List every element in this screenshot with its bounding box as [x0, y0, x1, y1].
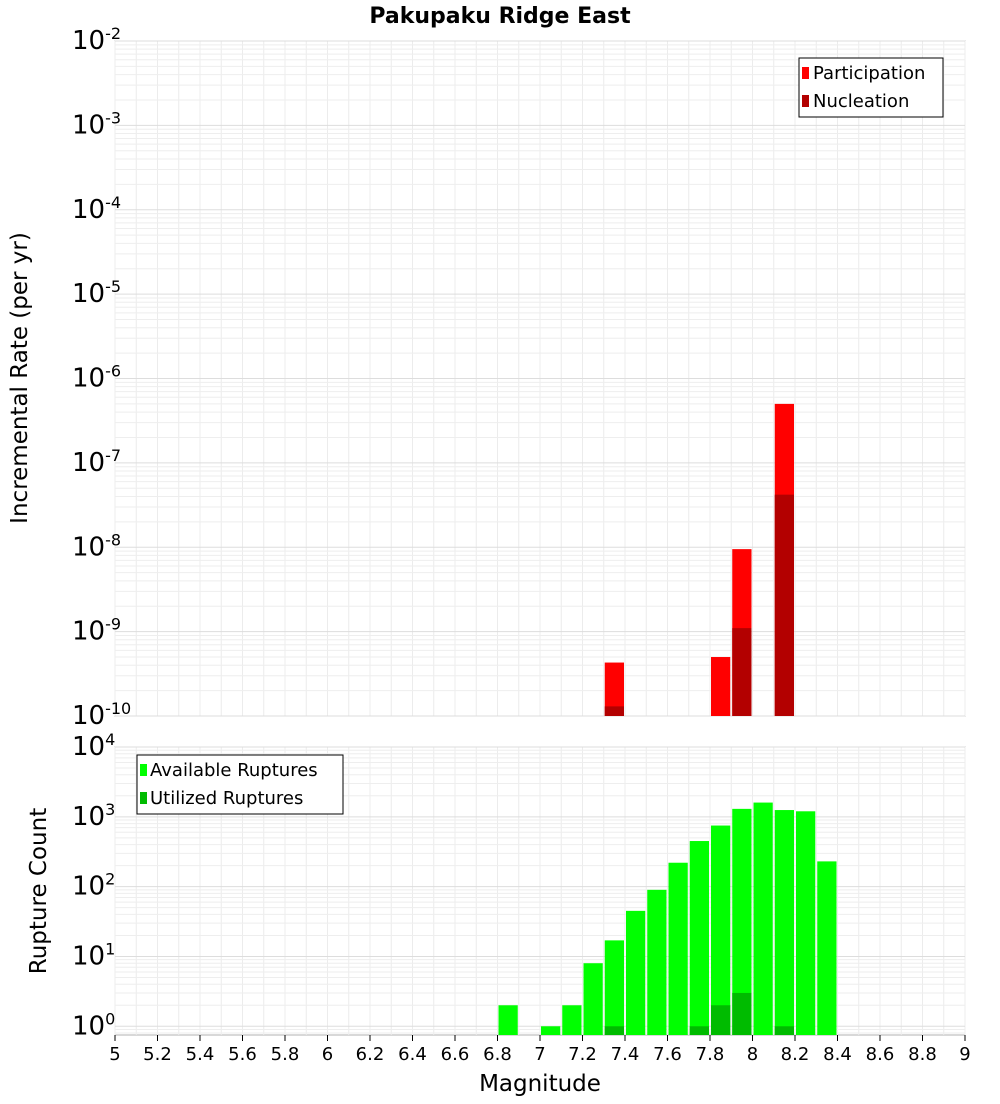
- bar-available-ruptures-7_75: [689, 841, 709, 1035]
- bar-available-ruptures-7_15: [562, 1005, 582, 1035]
- x-tick-label: 8.8: [908, 1044, 937, 1065]
- top-y-tick-labels: 10-2 10-3 10-4 10-5 10-6 10-7 10-8 10-9 10-10: [72, 24, 131, 731]
- bar-available-ruptures-7_25: [583, 963, 603, 1035]
- x-tick-label: 7: [534, 1044, 545, 1065]
- y-tick-label: 104: [72, 730, 115, 762]
- legend-swatch-participation: [802, 67, 809, 79]
- y-tick-label: 10-3: [72, 108, 121, 140]
- y-tick-label: 10-8: [72, 530, 121, 562]
- top-gridlines: [114, 40, 966, 717]
- top-y-axis-label: Incremental Rate (per yr): [7, 232, 33, 524]
- chart-title: Pakupaku Ridge East: [369, 4, 631, 29]
- y-tick-label: 10-10: [72, 699, 131, 731]
- y-tick-label: 10-7: [72, 446, 121, 478]
- bottom-y-tick-labels: 104 103 102 101 100: [72, 730, 115, 1041]
- bar-available-ruptures-8_15: [774, 810, 794, 1035]
- bar-available-ruptures-7_35: [604, 940, 624, 1035]
- bar-utilized-ruptures-8_15: [774, 1026, 794, 1035]
- legend-label-nucleation: Nucleation: [813, 91, 909, 112]
- bottom-y-axis-label: Rupture Count: [26, 808, 52, 974]
- legend-swatch-nucleation: [802, 95, 809, 107]
- legend-swatch-available-ruptures: [140, 764, 147, 776]
- bar-available-ruptures-8_05: [753, 802, 773, 1035]
- bottom-legend: Available Ruptures Utilized Ruptures: [136, 754, 344, 815]
- x-tick-label: 8.6: [866, 1044, 895, 1065]
- bar-available-ruptures-8_25: [796, 811, 816, 1035]
- bar-utilized-ruptures-7_85: [711, 1005, 731, 1035]
- legend-label-participation: Participation: [813, 63, 925, 84]
- x-tick-label: 6: [322, 1044, 333, 1065]
- x-tick-label: 9: [959, 1044, 970, 1065]
- x-tick-label: 5.2: [143, 1044, 172, 1065]
- x-tick-label: 8: [747, 1044, 758, 1065]
- bar-available-ruptures-7_65: [668, 862, 688, 1035]
- bar-utilized-ruptures-7_35: [604, 1026, 624, 1035]
- bar-nucleation-7_35: [604, 706, 624, 716]
- x-tick-label: 8.2: [781, 1044, 810, 1065]
- bottom-bars: [498, 802, 837, 1035]
- bar-available-ruptures-8_35: [817, 861, 837, 1035]
- bar-participation-7_35: [604, 662, 624, 716]
- x-tick-label: 6.2: [356, 1044, 385, 1065]
- y-tick-label: 10-9: [72, 615, 121, 647]
- x-tick-label: 5.4: [186, 1044, 215, 1065]
- bottom-gridlines: [114, 746, 966, 1035]
- y-tick-label: 101: [72, 940, 115, 972]
- x-tick-label: 7.2: [568, 1044, 597, 1065]
- legend-label-utilized-ruptures: Utilized Ruptures: [150, 788, 303, 809]
- x-tick-label: 5.6: [228, 1044, 257, 1065]
- y-tick-label: 100: [72, 1009, 115, 1041]
- y-tick-label: 10-6: [72, 362, 121, 394]
- y-tick-label: 10-2: [72, 24, 121, 56]
- x-tick-label: 6.8: [483, 1044, 512, 1065]
- bar-available-ruptures-7_85: [711, 825, 731, 1035]
- x-tick-label: 6.4: [398, 1044, 427, 1065]
- y-tick-label: 103: [72, 800, 115, 832]
- bar-available-ruptures-7_95: [732, 808, 752, 1035]
- bar-utilized-ruptures-7_95: [732, 992, 752, 1035]
- bar-available-ruptures-7_55: [647, 889, 667, 1035]
- x-tick-label: 8.4: [823, 1044, 852, 1065]
- x-tick-label: 7.6: [653, 1044, 682, 1065]
- bar-available-ruptures-7_45: [626, 910, 646, 1035]
- x-tick-label: 7.8: [696, 1044, 725, 1065]
- bar-available-ruptures-6_85: [498, 1005, 518, 1035]
- top-legend: Participation Nucleation: [798, 57, 944, 118]
- bar-nucleation-8_15: [774, 494, 794, 716]
- x-tick-label: 7.4: [611, 1044, 640, 1065]
- x-axis-label: Magnitude: [479, 1071, 601, 1097]
- x-tick-labels: 5 5.2 5.4 5.6 5.8 6 6.2 6.4 6.6 6.8 7 7.2 7.4 7.6 7.8 8…: [109, 1035, 971, 1065]
- x-tick-label: 5: [109, 1044, 120, 1065]
- bar-participation-7_85: [711, 657, 731, 716]
- x-tick-label: 6.6: [441, 1044, 470, 1065]
- bottom-legend-box: [136, 754, 344, 815]
- bar-utilized-ruptures-7_75: [689, 1026, 709, 1035]
- legend-swatch-utilized-ruptures: [140, 792, 147, 804]
- bar-nucleation-7_95: [732, 628, 752, 716]
- y-tick-label: 10-5: [72, 277, 121, 309]
- top-legend-box: [798, 57, 944, 118]
- x-tick-label: 5.8: [271, 1044, 300, 1065]
- top-bars: [604, 403, 794, 716]
- legend-label-available-ruptures: Available Ruptures: [150, 760, 318, 781]
- bar-available-ruptures-7_05: [541, 1026, 561, 1035]
- y-tick-label: 10-4: [72, 193, 121, 225]
- y-tick-label: 102: [72, 870, 115, 902]
